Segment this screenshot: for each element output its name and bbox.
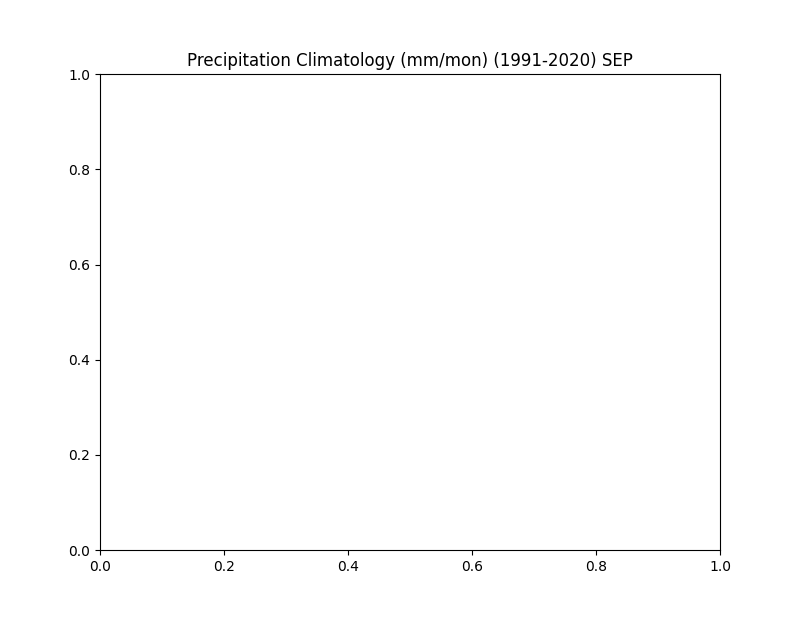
Title: Precipitation Climatology (mm/mon) (1991-2020) SEP: Precipitation Climatology (mm/mon) (1991… xyxy=(187,52,633,70)
